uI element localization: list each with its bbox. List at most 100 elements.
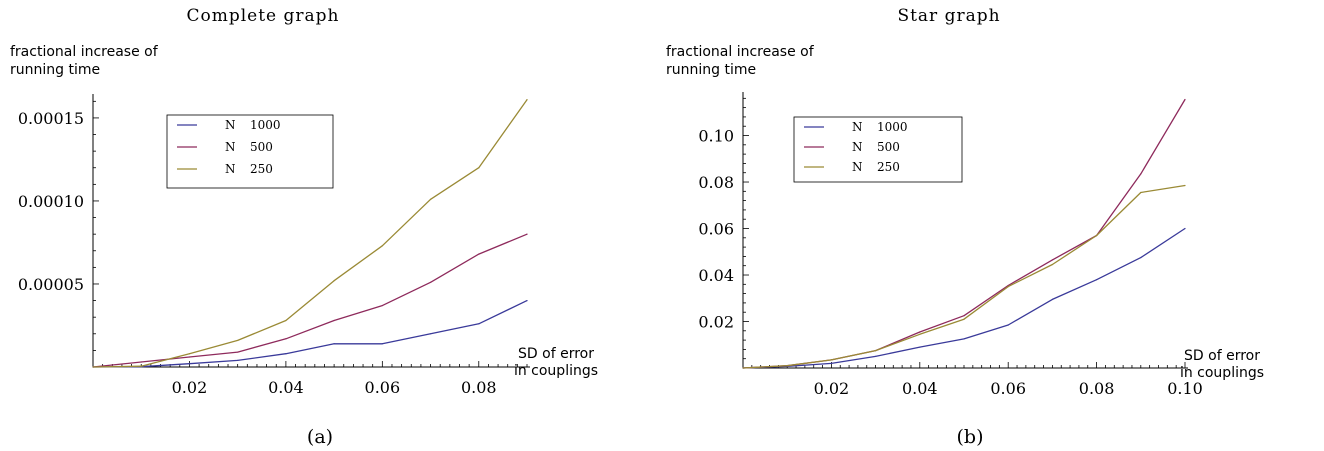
data-point-250 <box>919 333 921 335</box>
legend-label-n: N <box>852 160 863 174</box>
data-point-250 <box>1007 286 1009 288</box>
x-tick-label: 0.08 <box>1079 379 1115 398</box>
data-point-500 <box>237 351 239 353</box>
data-point-500 <box>285 338 287 340</box>
data-point-1000 <box>963 338 965 340</box>
chart-title: Complete graph <box>186 6 339 26</box>
series-line-250 <box>92 99 528 368</box>
legend-label-n: N <box>225 140 236 154</box>
data-point-250 <box>92 366 94 368</box>
x-tick-label: 0.02 <box>172 378 208 397</box>
data-point-250 <box>381 245 383 247</box>
data-point-250 <box>830 359 833 361</box>
y-tick-label: 0.00005 <box>18 275 84 294</box>
data-point-500 <box>381 304 383 307</box>
data-point-250 <box>742 367 744 369</box>
data-point-250 <box>478 167 480 169</box>
panel-label: (a) <box>307 426 333 448</box>
y-tick-label: 0.08 <box>698 173 734 192</box>
data-point-500 <box>1140 173 1142 175</box>
x-tick-label: 0.04 <box>268 378 304 397</box>
data-point-250 <box>786 365 788 367</box>
data-point-500 <box>526 233 528 235</box>
data-point-1000 <box>478 323 480 325</box>
data-point-500 <box>333 319 335 322</box>
chart-star-graph: Star graph fractional increase of running … <box>666 6 1264 448</box>
data-point-500 <box>188 356 191 358</box>
data-point-1000 <box>1140 256 1142 259</box>
legend-box <box>793 116 963 183</box>
data-point-250 <box>1096 234 1098 237</box>
y-tick-label: 0.00015 <box>18 109 84 128</box>
y-tick-label: 0.10 <box>698 127 734 146</box>
x-tick-label: 0.06 <box>990 379 1026 398</box>
data-point-250 <box>526 99 528 101</box>
y-tick-label: 0.02 <box>698 313 734 332</box>
x-axis-label: SD of error <box>518 346 594 362</box>
data-point-1000 <box>875 355 877 357</box>
legend-label-value: 1000 <box>877 120 908 134</box>
legend-label-n: N <box>852 140 863 154</box>
x-tick-label: 0.10 <box>1167 379 1203 398</box>
data-point-1000 <box>1051 298 1053 301</box>
y-tick-label: 0.04 <box>698 266 734 285</box>
x-axis-label: in couplings <box>514 363 598 379</box>
data-point-1000 <box>429 333 432 335</box>
series-line-1000 <box>92 300 528 368</box>
y-axis-label: running time <box>10 62 100 78</box>
data-point-1000 <box>1096 279 1098 281</box>
data-point-250 <box>333 280 335 282</box>
y-tick-label: 0.06 <box>698 220 734 239</box>
data-point-250 <box>1051 263 1053 266</box>
data-point-500 <box>919 331 921 333</box>
data-point-250 <box>963 318 965 320</box>
x-tick-label: 0.04 <box>902 379 938 398</box>
data-point-1000 <box>830 362 833 364</box>
data-point-500 <box>1184 98 1186 101</box>
legend-label-value: 250 <box>877 160 900 174</box>
legend-label-value: 1000 <box>250 118 281 132</box>
data-point-250 <box>1184 184 1186 187</box>
data-point-1000 <box>526 299 528 302</box>
data-point-250 <box>285 319 287 322</box>
data-point-500 <box>963 315 965 317</box>
data-point-500 <box>429 281 432 283</box>
x-tick-label: 0.08 <box>461 378 497 397</box>
x-tick-label: 0.06 <box>365 378 401 397</box>
data-point-1000 <box>381 343 383 345</box>
data-point-1000 <box>333 343 335 345</box>
y-axis-label: fractional increase of <box>666 44 815 60</box>
series-line-1000 <box>742 227 1186 369</box>
chart-complete-graph: Complete graph fractional increase of runn… <box>10 6 598 448</box>
legend-box <box>166 114 334 189</box>
legend: N 1000 N 500 N 250 <box>166 114 334 189</box>
data-point-500 <box>140 361 142 363</box>
data-point-250 <box>875 349 877 352</box>
data-point-1000 <box>285 353 287 355</box>
data-point-250 <box>188 353 191 355</box>
x-axis-label: in couplings <box>1180 365 1264 381</box>
data-point-1000 <box>1184 227 1186 230</box>
y-tick-label: 0.00010 <box>18 192 84 211</box>
data-point-250 <box>237 339 239 342</box>
legend-label-value: 500 <box>877 140 900 154</box>
x-tick-label: 0.02 <box>814 379 850 398</box>
series-line-250 <box>742 184 1186 369</box>
y-axis-label: running time <box>666 62 756 78</box>
data-point-250 <box>429 198 432 200</box>
legend-label-value: 250 <box>250 162 273 176</box>
data-point-250 <box>140 365 142 367</box>
legend-label-n: N <box>225 118 236 132</box>
legend-label-value: 500 <box>250 140 273 154</box>
data-point-250 <box>1140 191 1142 194</box>
data-point-500 <box>478 253 480 255</box>
x-axis-label: SD of error <box>1184 348 1260 364</box>
legend-label-n: N <box>852 120 863 134</box>
legend: N 1000 N 500 N 250 <box>793 116 963 183</box>
chart-title: Star graph <box>897 6 1000 26</box>
data-point-1000 <box>188 363 191 365</box>
data-point-1000 <box>1007 324 1009 326</box>
legend-label-n: N <box>225 162 236 176</box>
data-point-1000 <box>919 346 921 348</box>
